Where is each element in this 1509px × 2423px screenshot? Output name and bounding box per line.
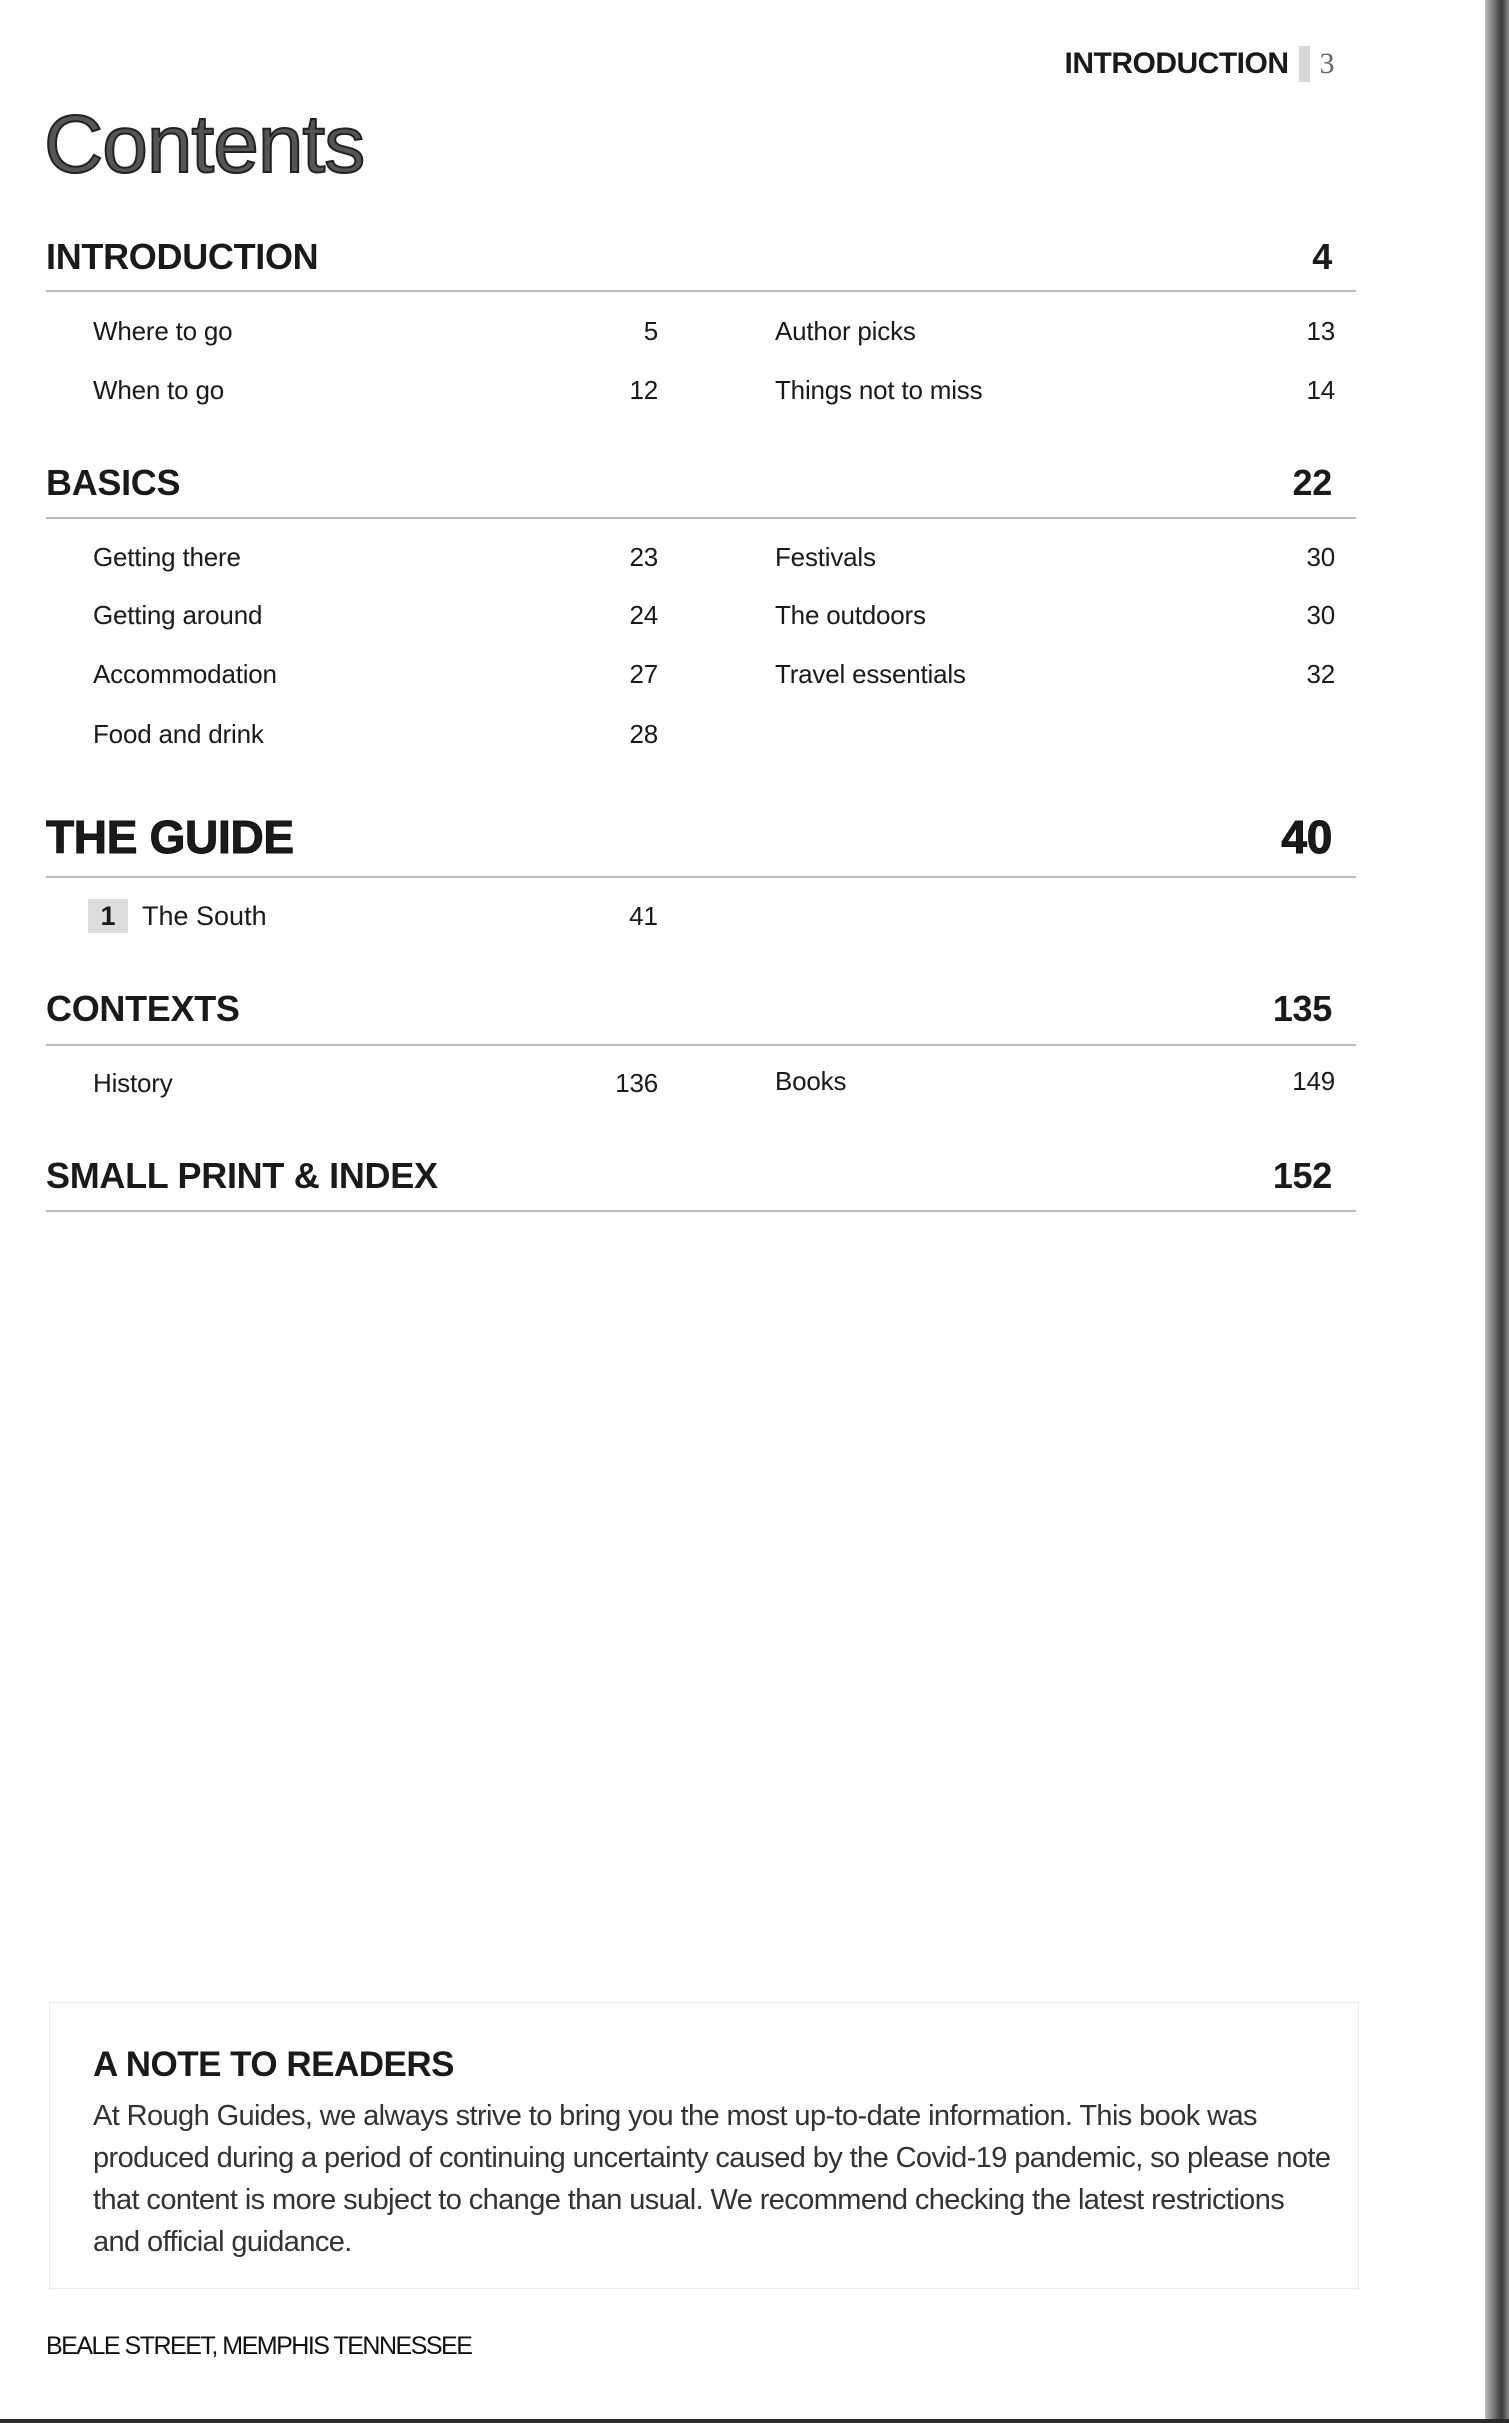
- toc-entry[interactable]: History 136: [93, 1068, 658, 1099]
- entry-page: 30: [1306, 600, 1335, 630]
- entry-label: Getting around: [93, 600, 263, 630]
- entry-label: Food and drink: [93, 719, 264, 749]
- page-edge: [1485, 0, 1509, 2423]
- page-title: Contents: [43, 98, 366, 191]
- entry-label: The outdoors: [775, 600, 926, 630]
- chapter-number-badge: 1: [88, 899, 128, 933]
- running-head-section: INTRODUCTION: [1064, 47, 1289, 80]
- entry-label: Author picks: [775, 316, 916, 346]
- note-body: At Rough Guides, we always strive to bri…: [93, 2100, 1331, 2258]
- divider: [46, 1210, 1356, 1212]
- section-the-guide[interactable]: THE GUIDE 40: [46, 810, 1333, 864]
- section-title: CONTEXTS: [46, 988, 240, 1029]
- entry-page: 23: [629, 542, 658, 572]
- divider: [46, 1044, 1356, 1046]
- entry-label: Getting there: [93, 542, 241, 572]
- toc-entry[interactable]: Getting around 24: [93, 600, 658, 631]
- entry-page: 12: [629, 375, 658, 405]
- section-page: 40: [1281, 811, 1333, 864]
- toc-entry[interactable]: Author picks 13: [775, 316, 1335, 347]
- running-head: INTRODUCTION 3: [1065, 46, 1334, 82]
- section-contexts[interactable]: CONTEXTS 135: [46, 988, 1332, 1030]
- entry-page: 27: [629, 659, 658, 689]
- toc-entry[interactable]: Books 149: [775, 1066, 1335, 1097]
- entry-label: Festivals: [775, 542, 876, 572]
- section-introduction[interactable]: INTRODUCTION 4: [46, 236, 1332, 278]
- entry-page: 14: [1306, 375, 1335, 405]
- toc-entry[interactable]: The outdoors 30: [775, 600, 1335, 631]
- entry-label: When to go: [93, 375, 224, 405]
- entry-page: 5: [643, 316, 658, 346]
- toc-entry[interactable]: Things not to miss 14: [775, 375, 1335, 406]
- photo-caption: BEALE STREET, MEMPHIS TENNESSEE: [46, 2332, 473, 2360]
- section-page: 135: [1272, 988, 1332, 1029]
- toc-entry[interactable]: Travel essentials 32: [775, 659, 1335, 690]
- chapter-page: 41: [629, 901, 658, 931]
- section-title: SMALL PRINT & INDEX: [46, 1155, 438, 1196]
- page-number: 3: [1319, 47, 1335, 80]
- entry-label: Things not to miss: [775, 375, 983, 405]
- section-page: 152: [1272, 1155, 1332, 1196]
- entry-page: 13: [1306, 316, 1335, 346]
- section-small-print-index[interactable]: SMALL PRINT & INDEX 152: [46, 1155, 1332, 1197]
- toc-entry[interactable]: Accommodation 27: [93, 659, 658, 690]
- page-bottom-edge: [0, 2419, 1509, 2423]
- section-page: 4: [1312, 236, 1332, 277]
- entry-label: Travel essentials: [775, 659, 966, 689]
- toc-entry[interactable]: Where to go 5: [93, 316, 658, 347]
- entry-page: 149: [1292, 1066, 1335, 1096]
- divider: [46, 876, 1356, 878]
- toc-entry[interactable]: Festivals 30: [775, 542, 1335, 573]
- entry-label: History: [93, 1068, 173, 1098]
- entry-label: Accommodation: [93, 659, 277, 689]
- section-basics[interactable]: BASICS 22: [46, 462, 1332, 504]
- entry-label: Where to go: [93, 316, 233, 346]
- running-head-bar: [1298, 46, 1310, 82]
- entry-page: 136: [615, 1068, 658, 1098]
- entry-page: 24: [629, 600, 658, 630]
- divider: [46, 517, 1356, 519]
- divider: [46, 290, 1356, 292]
- note-to-readers-box: A NOTE TO READERS At Rough Guides, we al…: [49, 2002, 1359, 2289]
- entry-page: 32: [1306, 659, 1335, 689]
- chapter-label: The South: [142, 900, 267, 931]
- toc-entry[interactable]: When to go 12: [93, 375, 658, 406]
- toc-entry[interactable]: Food and drink 28: [93, 719, 658, 750]
- section-title: THE GUIDE: [46, 811, 295, 864]
- toc-entry[interactable]: Getting there 23: [93, 542, 658, 573]
- chapter-entry[interactable]: 1 The South: [88, 899, 267, 933]
- entry-page: 28: [629, 719, 658, 749]
- note-heading: A NOTE TO READERS: [93, 2045, 454, 2084]
- section-title: INTRODUCTION: [46, 236, 319, 277]
- entry-label: Books: [775, 1066, 847, 1096]
- section-title: BASICS: [46, 462, 181, 503]
- entry-page: 30: [1306, 542, 1335, 572]
- section-page: 22: [1292, 462, 1333, 503]
